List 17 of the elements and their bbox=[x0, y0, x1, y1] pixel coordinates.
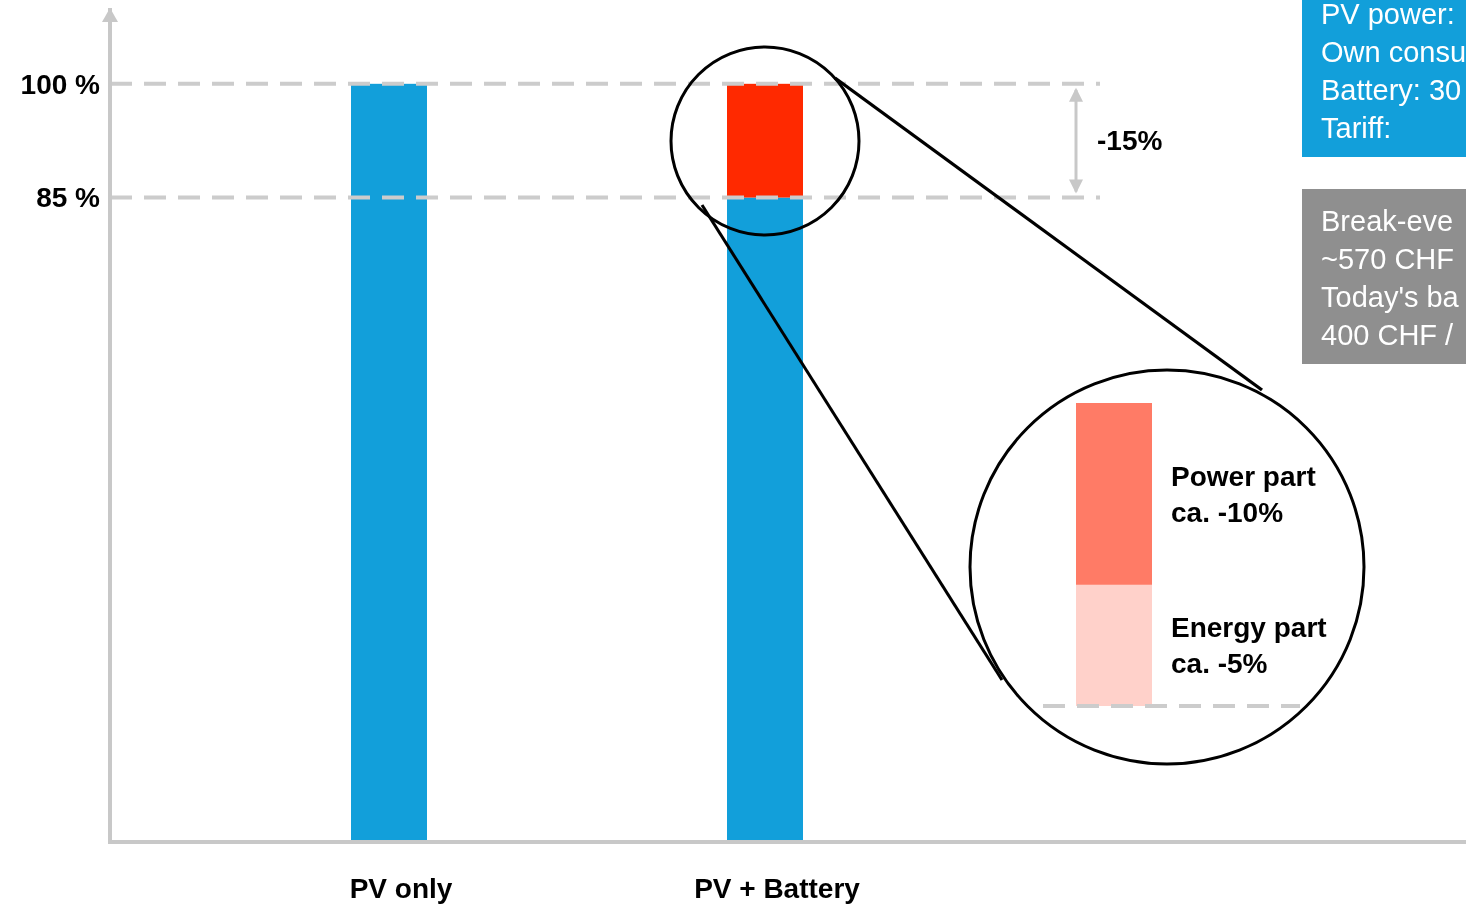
text: PV power: bbox=[1321, 0, 1455, 30]
text: Tariff: bbox=[1321, 112, 1392, 144]
series-label: Power part bbox=[1171, 460, 1316, 492]
y-tick-label: 85 % bbox=[36, 182, 101, 214]
annotation: -15% bbox=[1097, 125, 1163, 157]
text: Break-eve bbox=[1321, 205, 1454, 237]
text: Today's ba bbox=[1321, 281, 1460, 313]
text: Battery: 30 bbox=[1321, 74, 1462, 106]
y-tick-label: 100 % bbox=[20, 68, 101, 100]
x-tick-label: PV only bbox=[349, 873, 453, 904]
text: ~570 CHF bbox=[1321, 243, 1454, 275]
text: 400 CHF / bbox=[1321, 319, 1455, 351]
series-label: Energy part bbox=[1171, 612, 1327, 644]
text: Own consu bbox=[1321, 36, 1466, 68]
text: ca. -5% bbox=[1171, 648, 1268, 680]
text: ca. -10% bbox=[1171, 496, 1284, 528]
x-tick-label: PV + Battery bbox=[694, 873, 861, 904]
